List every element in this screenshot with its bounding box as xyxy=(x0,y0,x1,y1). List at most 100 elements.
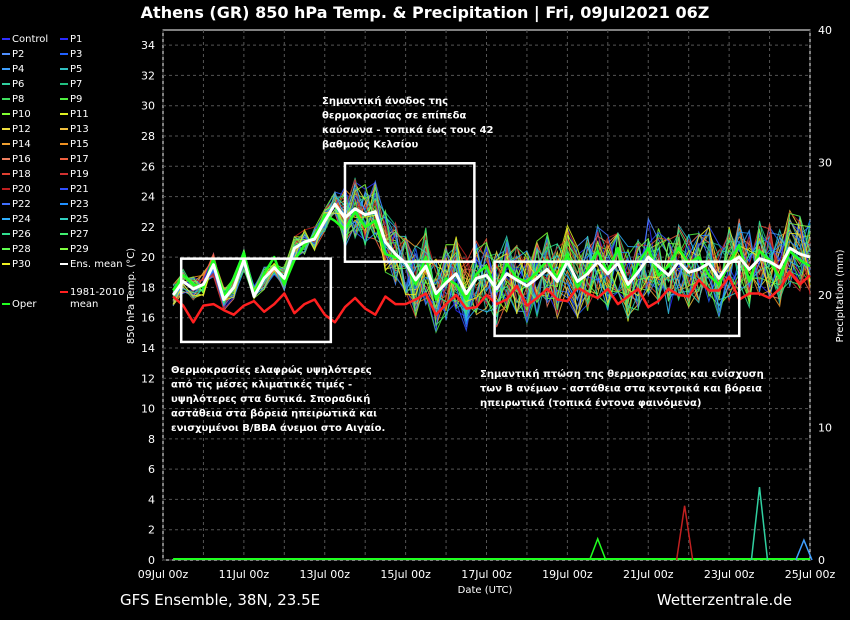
annotation-right-line: ηπειρωτικά (τοπικά έντονα φαινόμενα) xyxy=(480,397,701,409)
legend-swatch xyxy=(60,173,68,175)
legend-item: P9 xyxy=(60,94,82,106)
legend-label: P3 xyxy=(70,49,83,60)
legend-swatch xyxy=(60,98,68,100)
legend-label: P7 xyxy=(70,79,83,90)
x-tick-label: 15Jul 00z xyxy=(380,568,431,581)
y-tick-label: 16 xyxy=(141,312,155,325)
legend-swatch xyxy=(60,143,68,145)
legend-label: P19 xyxy=(70,169,89,180)
footer-model: GFS Ensemble, 38N, 23.5E xyxy=(120,591,321,609)
legend-swatch xyxy=(60,53,68,55)
legend-swatch xyxy=(60,188,68,190)
legend-swatch xyxy=(60,68,68,70)
legend-item: P4 xyxy=(2,64,24,76)
series-line-ens-mean xyxy=(171,202,811,301)
legend-item: 1981-2010 mean xyxy=(60,287,134,310)
legend-item: Ens. mean xyxy=(60,259,123,271)
legend: Control P1 P2 P3 P4 P5 P6 P7 P8 P9 P10 P11 P12 P13 P14… xyxy=(0,34,140,324)
legend-label: P16 xyxy=(12,154,31,165)
legend-item: P3 xyxy=(60,49,82,61)
legend-swatch xyxy=(60,263,68,265)
legend-item: P7 xyxy=(60,79,82,91)
legend-item: P26 xyxy=(2,229,31,241)
y-tick-label: 14 xyxy=(141,342,155,355)
x-ticks: 09Jul 00z 11Jul 00z 13Jul 00z 15Jul 00z 17Ju… xyxy=(138,568,836,581)
y2-ticks: 0 10 20 30 40 xyxy=(818,24,832,567)
legend-label: P6 xyxy=(12,79,25,90)
legend-label: P9 xyxy=(70,94,83,105)
precip-spike xyxy=(795,538,813,561)
y-tick-label: 26 xyxy=(141,160,155,173)
legend-label: P4 xyxy=(12,64,25,75)
series-line-1981-2010-mean xyxy=(172,271,811,324)
legend-label: P18 xyxy=(12,169,31,180)
legend-swatch xyxy=(2,38,10,40)
legend-swatch xyxy=(60,218,68,220)
annotation-top-line: καύσωνα - τοπικά έως τους 42 xyxy=(322,124,494,136)
annotation-left-line: υψηλότερες στα δυτικά. Σποραδική xyxy=(171,393,370,405)
legend-item: P18 xyxy=(2,169,31,181)
legend-label: P25 xyxy=(70,214,89,225)
annotation-left-line: ενισχυμένοι Β/ΒΒΑ άνεμοι στο Αιγαίο. xyxy=(171,422,385,434)
annotation-top: Σημαντική άνοδος της θερμοκρασίας σε επίπ… xyxy=(322,95,494,151)
legend-label: P23 xyxy=(70,199,89,210)
legend-label: P28 xyxy=(12,244,31,255)
legend-item: P27 xyxy=(60,229,89,241)
legend-item: P24 xyxy=(2,214,31,226)
legend-swatch xyxy=(2,203,10,205)
legend-swatch xyxy=(2,83,10,85)
legend-swatch xyxy=(2,188,10,190)
legend-swatch xyxy=(2,68,10,70)
precipitation xyxy=(173,487,813,561)
legend-item: P25 xyxy=(60,214,89,226)
legend-swatch xyxy=(2,113,10,115)
legend-swatch xyxy=(2,218,10,220)
annotation-boxes xyxy=(179,162,741,344)
legend-item: P20 xyxy=(2,184,31,196)
annotation-top-line: βαθμούς Κελσίου xyxy=(322,139,418,151)
legend-item: P30 xyxy=(2,259,31,271)
legend-swatch xyxy=(60,248,68,250)
y-tick-label: 28 xyxy=(141,130,155,143)
legend-item: P28 xyxy=(2,244,31,256)
legend-label: P8 xyxy=(12,94,25,105)
legend-item: Control xyxy=(2,34,48,46)
legend-swatch xyxy=(2,158,10,160)
y2-tick-label: 30 xyxy=(818,157,832,170)
y-tick-label: 8 xyxy=(148,433,155,446)
y-tick-label: 6 xyxy=(148,463,155,476)
annotation-right-line: των Β ανέμων - αστάθεια στα κεντρικά και… xyxy=(480,383,762,395)
legend-label: P21 xyxy=(70,184,89,195)
y-tick-label: 4 xyxy=(148,493,155,506)
legend-label: P11 xyxy=(70,109,89,120)
legend-swatch xyxy=(60,291,68,293)
y-tick-label: 20 xyxy=(141,251,155,264)
legend-item: P19 xyxy=(60,169,89,181)
legend-label: P15 xyxy=(70,139,89,150)
legend-swatch xyxy=(60,38,68,40)
legend-swatch xyxy=(60,233,68,235)
legend-swatch xyxy=(2,303,10,305)
legend-label: P12 xyxy=(12,124,31,135)
annotation-right: Σημαντική πτώση της θερμοκρασίας και ενί… xyxy=(480,368,764,409)
legend-swatch xyxy=(2,248,10,250)
legend-item: P23 xyxy=(60,199,89,211)
legend-label: Oper xyxy=(12,299,37,310)
y2-tick-label: 10 xyxy=(818,422,832,435)
legend-label: P14 xyxy=(12,139,31,150)
legend-label: P30 xyxy=(12,259,31,270)
legend-label: Ens. mean xyxy=(70,259,123,270)
x-tick-label: 25Jul 00z xyxy=(785,568,836,581)
legend-label: P1 xyxy=(70,34,83,45)
member-line-p29 xyxy=(172,183,811,316)
legend-swatch xyxy=(2,143,10,145)
precip-spike xyxy=(750,487,769,561)
y-tick-label: 30 xyxy=(141,100,155,113)
precip-spike xyxy=(588,536,607,561)
y-tick-label: 12 xyxy=(141,372,155,385)
annotation-left: Θερμοκρασίες ελαφρώς υψηλότερες από τις μ… xyxy=(171,364,385,434)
annotation-right-line: Σημαντική πτώση της θερμοκρασίας και ενί… xyxy=(480,368,764,380)
legend-item: P2 xyxy=(2,49,24,61)
legend-swatch xyxy=(2,263,10,265)
legend-item: P5 xyxy=(60,64,82,76)
